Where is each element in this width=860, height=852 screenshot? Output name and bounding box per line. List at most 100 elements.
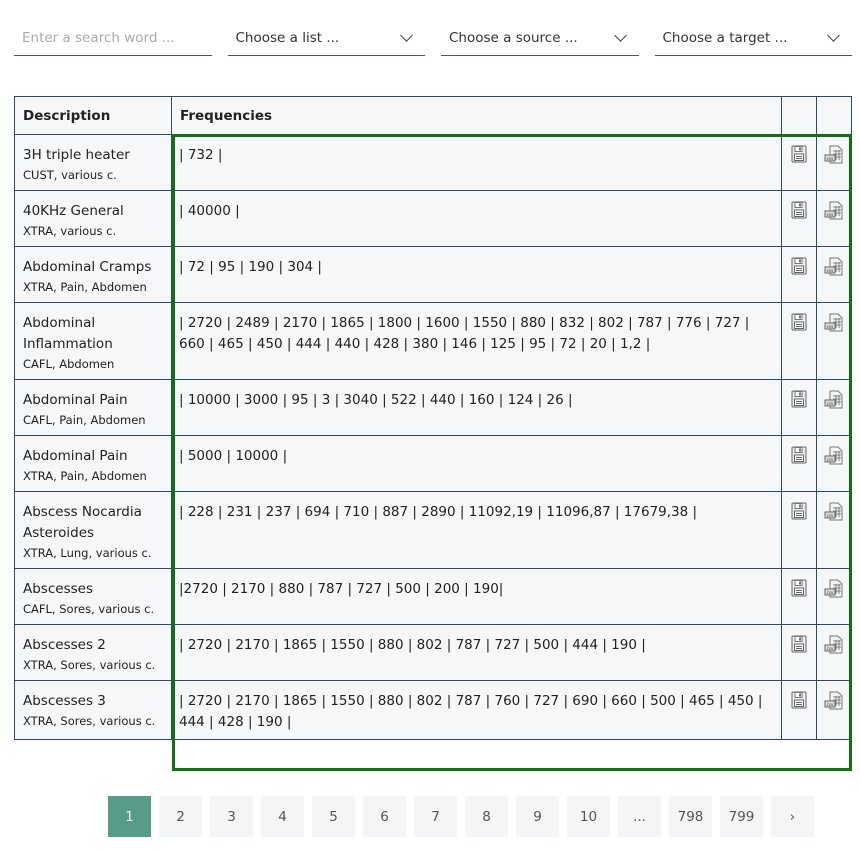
- frequencies-cell: | 2720 | 2170 | 1865 | 1550 | 880 | 802 …: [171, 624, 782, 681]
- csv-export-button[interactable]: csv: [816, 491, 852, 569]
- save-button[interactable]: [781, 190, 817, 247]
- target-select[interactable]: Choose a target ...: [654, 20, 852, 56]
- description-cell: Abdominal Pain XTRA, Pain, Abdomen: [14, 435, 172, 492]
- csv-export-icon: csv: [817, 145, 851, 164]
- csv-export-button[interactable]: csv: [816, 302, 852, 380]
- list-select[interactable]: Choose a list ...: [227, 20, 425, 56]
- list-select-value: Choose a list ...: [235, 29, 340, 46]
- page-button[interactable]: 5: [312, 796, 355, 837]
- csv-export-button[interactable]: csv: [816, 624, 852, 681]
- page-button[interactable]: 7: [414, 796, 457, 837]
- save-button[interactable]: [781, 435, 817, 492]
- table-row[interactable]: 3H triple heater CUST, various c. | 732 |…: [14, 134, 852, 191]
- program-name: Abscesses 3: [23, 693, 106, 709]
- csv-export-button[interactable]: csv: [816, 680, 852, 740]
- save-button[interactable]: [781, 379, 817, 436]
- save-button[interactable]: [781, 134, 817, 191]
- csv-export-button[interactable]: csv: [816, 568, 852, 625]
- table-row[interactable]: 40KHz General XTRA, various c. | 40000 | …: [14, 190, 852, 247]
- source-select[interactable]: Choose a source ...: [441, 20, 639, 56]
- page-button[interactable]: 3: [210, 796, 253, 837]
- frequencies-cell: | 228 | 231 | 237 | 694 | 710 | 887 | 28…: [171, 491, 782, 569]
- table-row[interactable]: Abscesses 2 XTRA, Sores, various c. | 272…: [14, 624, 852, 681]
- csv-export-icon: csv: [817, 257, 851, 276]
- program-tags: CUST, various c.: [23, 168, 117, 182]
- chevron-down-icon: [613, 28, 627, 42]
- csv-export-button[interactable]: csv: [816, 134, 852, 191]
- save-icon: [782, 313, 816, 331]
- search-input[interactable]: [22, 29, 204, 46]
- save-icon: [782, 257, 816, 275]
- save-icon: [782, 502, 816, 520]
- save-button[interactable]: [781, 568, 817, 625]
- save-button[interactable]: [781, 491, 817, 569]
- save-button[interactable]: [781, 302, 817, 380]
- chevron-down-icon: [400, 28, 413, 42]
- program-tags: XTRA, various c.: [23, 224, 117, 238]
- filter-bar: Choose a list ... Choose a source ... Ch…: [14, 20, 852, 56]
- program-name: Abdominal Pain: [23, 392, 128, 408]
- frequencies-cell: | 2720 | 2489 | 2170 | 1865 | 1800 | 160…: [171, 302, 782, 380]
- save-button[interactable]: [781, 246, 817, 303]
- csv-export-button[interactable]: csv: [816, 379, 852, 436]
- frequencies-cell: | 10000 | 3000 | 95 | 3 | 3040 | 522 | 4…: [171, 379, 782, 436]
- page-button[interactable]: 1: [108, 796, 151, 837]
- program-tags: CAFL, Abdomen: [23, 357, 115, 371]
- program-tags: XTRA, Lung, various c.: [23, 546, 152, 560]
- save-icon: [782, 145, 816, 163]
- page-button[interactable]: 10: [567, 796, 610, 837]
- description-cell: 40KHz General XTRA, various c.: [14, 190, 172, 247]
- table-row[interactable]: Abdominal Pain XTRA, Pain, Abdomen | 5000…: [14, 435, 852, 492]
- table-row[interactable]: Abscess Nocardia Asteroides XTRA, Lung, v…: [14, 491, 852, 569]
- description-cell: Abscesses CAFL, Sores, various c.: [14, 568, 172, 625]
- csv-export-icon: csv: [817, 201, 851, 220]
- csv-export-button[interactable]: csv: [816, 190, 852, 247]
- page-button[interactable]: 2: [159, 796, 202, 837]
- header-export: [816, 96, 852, 135]
- save-button[interactable]: [781, 624, 817, 681]
- page-button[interactable]: 799: [720, 796, 763, 837]
- program-name: Abscesses: [23, 581, 93, 597]
- page-button[interactable]: 8: [465, 796, 508, 837]
- program-name: 3H triple heater: [23, 147, 130, 163]
- description-cell: Abdominal Inflammation CAFL, Abdomen: [14, 302, 172, 380]
- frequencies-cell: | 732 |: [171, 134, 782, 191]
- program-name: Abscesses 2: [23, 637, 106, 653]
- next-page-button[interactable]: ›: [771, 796, 814, 837]
- svg-text:csv: csv: [827, 590, 834, 595]
- search-field[interactable]: [14, 20, 212, 56]
- program-tags: XTRA, Pain, Abdomen: [23, 469, 147, 483]
- page-button[interactable]: 798: [669, 796, 712, 837]
- program-tags: CAFL, Pain, Abdomen: [23, 413, 146, 427]
- program-name: Abscess Nocardia Asteroides: [23, 504, 142, 541]
- csv-export-icon: csv: [817, 446, 851, 465]
- csv-export-button[interactable]: csv: [816, 435, 852, 492]
- program-name: Abdominal Cramps: [23, 259, 152, 275]
- svg-text:csv: csv: [827, 212, 834, 217]
- frequencies-cell: | 40000 |: [171, 190, 782, 247]
- frequencies-cell: | 2720 | 2170 | 1865 | 1550 | 880 | 802 …: [171, 680, 782, 740]
- table-row[interactable]: Abscesses CAFL, Sores, various c. |2720 |…: [14, 568, 852, 625]
- program-name: Abdominal Pain: [23, 448, 128, 464]
- svg-text:csv: csv: [827, 268, 834, 273]
- csv-export-icon: csv: [817, 313, 851, 332]
- table-row[interactable]: Abscesses 3 XTRA, Sores, various c. | 272…: [14, 680, 852, 740]
- table-row[interactable]: Abdominal Pain CAFL, Pain, Abdomen | 1000…: [14, 379, 852, 436]
- save-icon: [782, 579, 816, 597]
- svg-text:csv: csv: [827, 156, 834, 161]
- frequencies-cell: | 72 | 95 | 190 | 304 |: [171, 246, 782, 303]
- table-row[interactable]: Abdominal Cramps XTRA, Pain, Abdomen | 72…: [14, 246, 852, 303]
- page-button[interactable]: 4: [261, 796, 304, 837]
- pagination: 1 2 3 4 5 6 7 8 9 10... 798 799 ›: [108, 796, 814, 837]
- save-icon: [782, 635, 816, 653]
- page-button[interactable]: 9: [516, 796, 559, 837]
- frequency-table: Description Frequencies 3H triple heater…: [14, 96, 852, 740]
- program-tags: XTRA, Sores, various c.: [23, 658, 156, 672]
- page-button[interactable]: 6: [363, 796, 406, 837]
- csv-export-button[interactable]: csv: [816, 246, 852, 303]
- save-button[interactable]: [781, 680, 817, 740]
- table-row[interactable]: Abdominal Inflammation CAFL, Abdomen | 27…: [14, 302, 852, 380]
- description-cell: Abscesses 3 XTRA, Sores, various c.: [14, 680, 172, 740]
- save-icon: [782, 390, 816, 408]
- csv-export-icon: csv: [817, 502, 851, 521]
